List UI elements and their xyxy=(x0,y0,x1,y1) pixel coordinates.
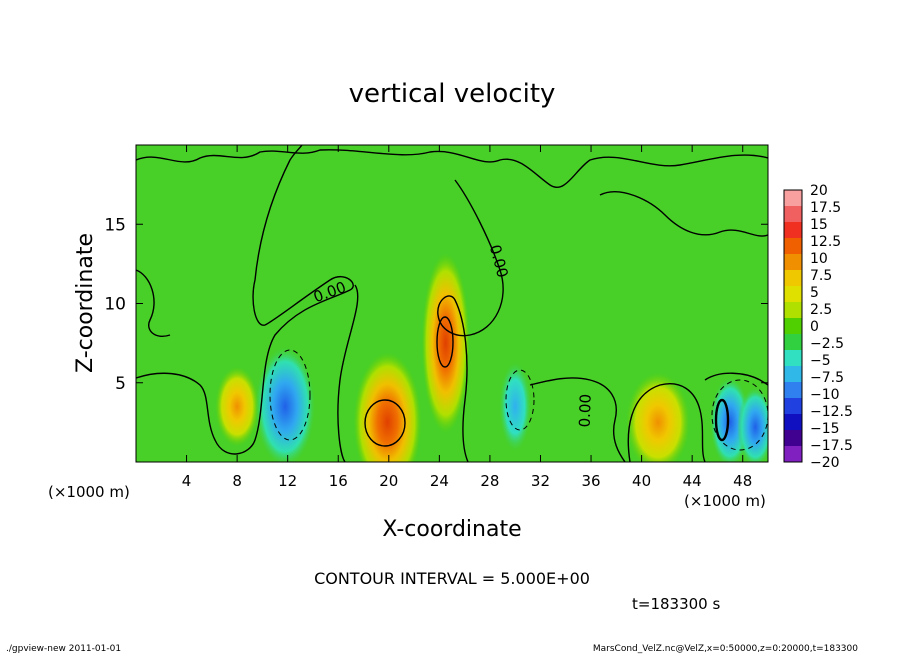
y-tick-label: 15 xyxy=(104,215,126,235)
contour-zero-left xyxy=(136,145,354,455)
contour-up-20 xyxy=(364,399,406,447)
x-unit-label-left: (×1000 m) xyxy=(48,483,130,501)
contour-zero-far-right xyxy=(704,372,768,386)
contour-label-3: 0.00 xyxy=(576,394,595,428)
x-tick-label: 4 xyxy=(182,472,192,490)
colorbar-cell xyxy=(784,366,802,382)
field-feature-updraft xyxy=(626,372,691,462)
contour-top-noise2 xyxy=(599,191,768,237)
colorbar-cell xyxy=(784,334,802,350)
colorbar-label: −7.5 xyxy=(810,370,844,386)
contour-down-dashed-c xyxy=(711,379,768,451)
colorbar-cell xyxy=(784,318,802,334)
colorbar-label: 12.5 xyxy=(810,234,841,250)
field-feature-downdraft xyxy=(499,361,532,452)
y-axis-label: Z-coordinate xyxy=(73,233,98,373)
colorbar-cell xyxy=(784,254,802,270)
colorbar-label: 2.5 xyxy=(810,302,832,318)
time-label: t=183300 s xyxy=(632,595,720,613)
x-axis-label: X-coordinate xyxy=(382,517,521,542)
contour-down-dashed-b xyxy=(505,369,535,431)
y-tick-label: 10 xyxy=(104,295,126,315)
colorbar-cell xyxy=(784,350,802,366)
field-feature-updraft xyxy=(215,366,260,447)
x-tick-label: 8 xyxy=(232,472,242,490)
x-unit-label-right: (×1000 m) xyxy=(684,492,766,510)
colorbar-label: −12.5 xyxy=(810,404,853,420)
contour-zero-mid xyxy=(337,284,359,462)
x-tick-label: 12 xyxy=(278,472,297,490)
y-axis: 5 10 15 xyxy=(104,215,768,394)
contour-zero-plume xyxy=(437,179,504,462)
x-axis: 4 8 12 16 20 24 28 32 36 40 44 48 xyxy=(182,145,752,490)
colorbar-cell xyxy=(784,238,802,254)
contour-down-dashed-a xyxy=(269,349,311,441)
contour-noise-left xyxy=(136,269,171,337)
chart-title: vertical velocity xyxy=(349,79,556,109)
contour-lines xyxy=(136,145,768,462)
colorbar-label: −5 xyxy=(810,353,831,369)
colorbar-cell xyxy=(784,270,802,286)
colorbar-cell xyxy=(784,398,802,414)
colorbar-label: −10 xyxy=(810,387,840,403)
x-tick-label: 16 xyxy=(329,472,348,490)
x-tick-label: 20 xyxy=(379,472,398,490)
x-tick-label: 40 xyxy=(632,472,651,490)
footer-left: ./gpview-new 2011-01-01 xyxy=(6,644,121,654)
colorbar-cell xyxy=(784,446,802,462)
colorbar-label: −17.5 xyxy=(810,438,853,454)
field-feature-updraft xyxy=(353,352,422,462)
colorbar-label: 5 xyxy=(810,285,819,301)
footer-right: MarsCond_VelZ.nc@VelZ,x=0:50000,z=0:2000… xyxy=(593,644,858,654)
contour-down-47 xyxy=(714,398,730,442)
colorbar-label: 15 xyxy=(810,217,828,233)
colorbar-label: −20 xyxy=(810,455,840,471)
x-tick-label: 24 xyxy=(430,472,449,490)
contour-top-noise xyxy=(136,149,768,188)
x-tick-label: 48 xyxy=(733,472,752,490)
x-tick-label: 32 xyxy=(531,472,550,490)
field-feature-updraft xyxy=(421,253,470,434)
x-tick-label: 44 xyxy=(683,472,702,490)
colorbar-label: 0 xyxy=(810,319,819,335)
colorbar-cell xyxy=(784,430,802,446)
contour-interval: CONTOUR INTERVAL = 5.000E+00 xyxy=(314,569,590,588)
colorbar-label: 17.5 xyxy=(810,200,841,216)
colorbar-label: −15 xyxy=(810,421,840,437)
contour-up-24 xyxy=(436,316,454,368)
x-tick-label: 28 xyxy=(480,472,499,490)
field-feature-downdraft xyxy=(255,346,316,462)
colorbar-cell xyxy=(784,286,802,302)
colorbar-cell xyxy=(784,206,802,222)
colorbar-cell xyxy=(784,382,802,398)
colorbar-label: 7.5 xyxy=(810,268,832,284)
plot-area: 0.00 0.00 0.00 xyxy=(136,145,768,462)
x-tick-label: 36 xyxy=(581,472,600,490)
contour-zero-right2 xyxy=(627,383,706,462)
colorbar-cell xyxy=(784,222,802,238)
colorbar-label: 20 xyxy=(810,183,828,199)
colorbar-cell xyxy=(784,190,802,206)
colorbar-label: 10 xyxy=(810,251,828,267)
colorbar-cell xyxy=(784,414,802,430)
y-tick-label: 5 xyxy=(115,374,126,394)
colorbar-label: −2.5 xyxy=(810,336,844,352)
colorbar-frame xyxy=(783,189,803,463)
colorbar: 2017.51512.5107.552.50−2.5−5−7.5−10−12.5… xyxy=(783,183,853,471)
colorbar-cell xyxy=(784,302,802,318)
field-feature-downdraft xyxy=(737,387,768,462)
contour-zero-right xyxy=(529,377,626,462)
